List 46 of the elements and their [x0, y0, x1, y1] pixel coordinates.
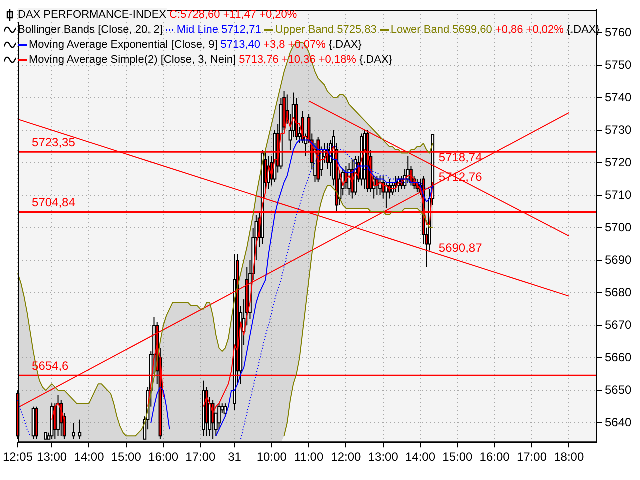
y-tick-label: 5700	[605, 220, 632, 234]
annotation: +0,86 +0,02%	[495, 23, 564, 37]
annotation: {.DAX}	[328, 38, 362, 52]
y-tick-label: 5730	[605, 122, 632, 137]
x-tick-label: 13:00	[37, 450, 68, 464]
x-tick-label: 11:00	[294, 450, 324, 464]
annotation: 5690,87	[438, 241, 483, 256]
x-tick-label: 12:00	[331, 450, 362, 464]
legend-label: Upper Band 5725,83	[275, 23, 377, 37]
annotation: 5713,76	[239, 53, 279, 67]
legend-label: Moving Average Simple(2) [Close, 3, Nein]	[29, 53, 236, 67]
x-tick-label: 17:00	[186, 450, 216, 464]
x-tick-label: 14:00	[406, 450, 436, 464]
x-tick-label: 15:00	[111, 450, 142, 464]
ref-line-label: 5704,84	[32, 196, 76, 210]
legend-label: Mid Line 5712,71	[176, 23, 262, 37]
y-tick-label: 5690	[605, 252, 632, 267]
y-tick-label: 5720	[605, 155, 632, 170]
x-tick-label: 15:00	[442, 450, 474, 464]
legend-label: Lower Band 5699,60	[390, 23, 492, 37]
x-tick-label: 16:00	[480, 450, 510, 464]
y-tick-label: 5680	[605, 285, 632, 300]
annotation: 5718,74	[438, 150, 483, 164]
y-tick-label: 5650	[605, 382, 632, 397]
x-tick-label: 16:00	[148, 450, 179, 464]
ref-line-label: 5723,35	[32, 135, 76, 150]
x-tick-label: 10:00	[256, 450, 288, 464]
annotation: Bollinger Bands [Close, 20, 2]	[18, 23, 163, 37]
y-tick-label: 5640	[605, 415, 632, 430]
x-tick-label: 17:00	[516, 450, 548, 464]
y-tick-label: 5670	[605, 318, 632, 332]
x-tick-label: 31	[228, 450, 242, 464]
annotation: C:5728,60 +11,47 +0,20%	[170, 8, 298, 22]
x-tick-label: 12:05	[3, 450, 34, 464]
chart-title: DAX PERFORMANCE-INDEX	[18, 8, 167, 22]
annotation: 5713,40	[220, 38, 261, 52]
y-tick-label: 5760	[605, 25, 632, 40]
legend-label: Moving Average Exponential [Close, 9]	[29, 38, 218, 52]
y-tick-label: 5750	[605, 58, 632, 72]
x-tick-label: 18:00	[554, 450, 584, 464]
x-tick-label: 13:00	[368, 450, 399, 464]
y-tick-label: 5740	[605, 90, 632, 104]
y-tick-label: 5710	[605, 188, 632, 202]
x-tick-label: 14:00	[74, 450, 105, 464]
y-tick-label: 5660	[605, 350, 632, 364]
annotation: {.DAX}	[359, 53, 392, 67]
